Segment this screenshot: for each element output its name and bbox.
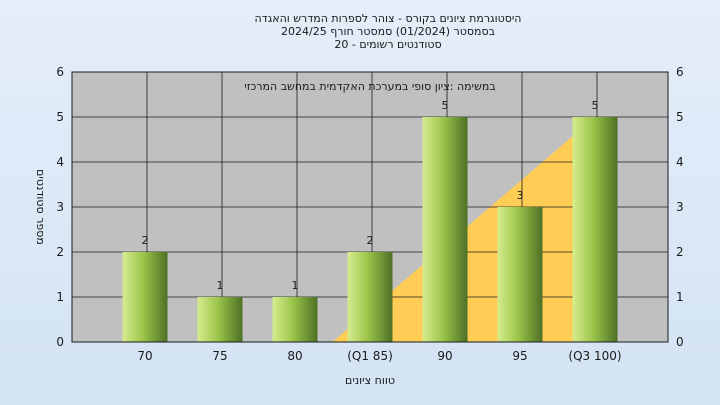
y-axis-title: מספר סטודנטים xyxy=(34,169,47,245)
x-ticks: 70 75 80 (Q1 85) 90 95 (Q3 100) xyxy=(137,349,621,363)
plot-frame xyxy=(71,71,669,343)
y-tick-right-2: 2 xyxy=(676,245,684,259)
x-tick-1: 75 xyxy=(212,349,227,363)
x-tick-6: (Q3 100) xyxy=(568,349,621,363)
chart-title-line-2: בסמסטר (01/2024) סמסטר חורף 2024/25 xyxy=(281,25,495,38)
value-label-4: 5 xyxy=(442,99,449,112)
chart-title-line-3: סטודנטים רשומים - 20 xyxy=(334,38,441,51)
bars xyxy=(122,117,618,342)
y-tick-left-5: 5 xyxy=(56,110,64,124)
y-tick-right-4: 4 xyxy=(676,155,684,169)
x-tick-2: 80 xyxy=(287,349,302,363)
y-tick-right-3: 3 xyxy=(676,200,684,214)
y-tick-left-3: 3 xyxy=(56,200,64,214)
value-label-5: 3 xyxy=(517,189,524,202)
value-label-2: 1 xyxy=(292,279,299,292)
y-tick-left-1: 1 xyxy=(56,290,64,304)
x-axis-title: טווח ציונים xyxy=(345,374,395,387)
bar-6 xyxy=(572,117,618,342)
y-tick-right-0: 0 xyxy=(676,335,684,349)
y-ticks-right: 0 1 2 3 4 5 6 xyxy=(676,65,684,349)
bar-0 xyxy=(122,252,168,342)
chart-annotation: במשימה :ציון סופי במערכת האקדמית במחשב ה… xyxy=(244,80,495,93)
x-tick-3: (Q1 85) xyxy=(347,349,393,363)
value-labels: 2 1 1 2 5 3 5 xyxy=(142,99,599,292)
y-tick-right-5: 5 xyxy=(676,110,684,124)
y-tick-left-6: 6 xyxy=(56,65,64,79)
y-tick-right-6: 6 xyxy=(676,65,684,79)
x-tick-0: 70 xyxy=(137,349,152,363)
value-label-3: 2 xyxy=(367,234,374,247)
y-tick-left-2: 2 xyxy=(56,245,64,259)
bar-5 xyxy=(497,207,543,342)
bar-2 xyxy=(272,297,318,342)
bar-3 xyxy=(347,252,393,342)
chart-title-line-1: היסטוגרמת ציונים בקורס - צוהר לספרות המד… xyxy=(255,12,522,25)
value-label-1: 1 xyxy=(217,279,224,292)
y-tick-right-1: 1 xyxy=(676,290,684,304)
y-tick-left-0: 0 xyxy=(56,335,64,349)
bar-1 xyxy=(197,297,243,342)
value-label-6: 5 xyxy=(592,99,599,112)
x-tick-5: 95 xyxy=(512,349,527,363)
x-tick-4: 90 xyxy=(437,349,452,363)
bar-4 xyxy=(422,117,468,342)
value-label-0: 2 xyxy=(142,234,149,247)
y-ticks-left: 0 1 2 3 4 5 6 xyxy=(56,65,64,349)
y-tick-left-4: 4 xyxy=(56,155,64,169)
